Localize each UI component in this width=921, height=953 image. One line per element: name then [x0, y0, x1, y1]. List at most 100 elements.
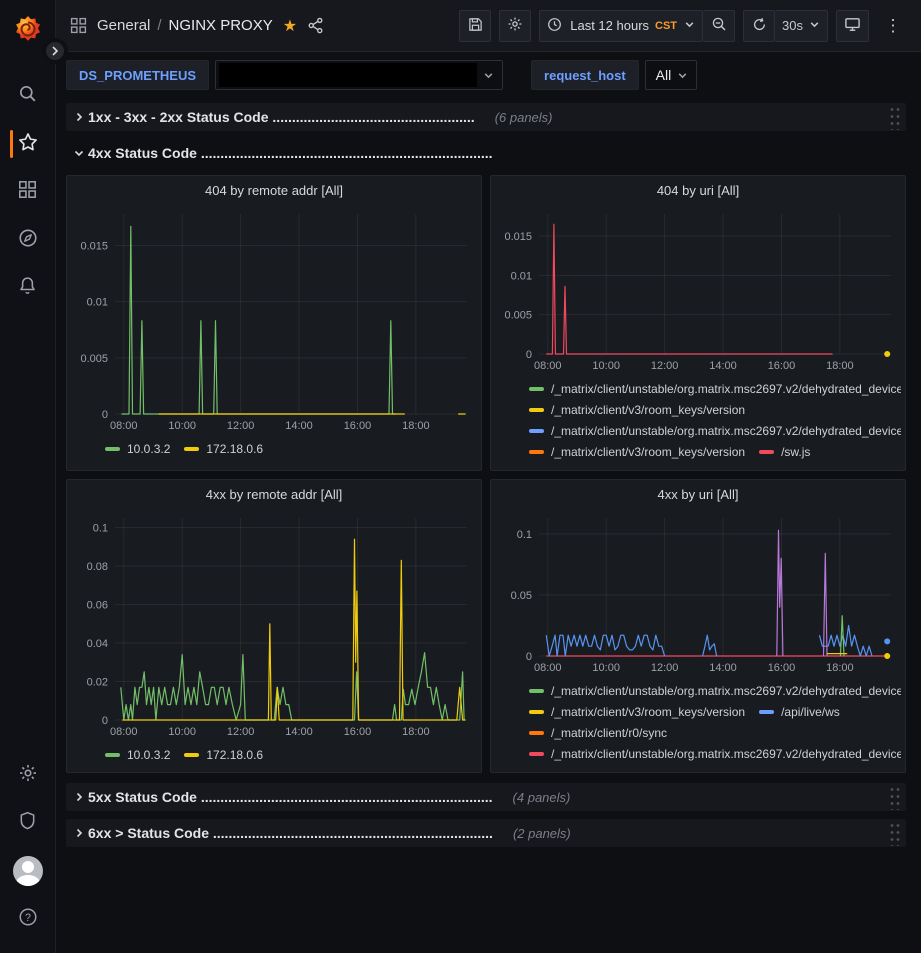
time-range-picker[interactable]: Last 12 hours CST	[539, 9, 704, 42]
legend-item[interactable]: /sw.js	[759, 441, 810, 462]
legend-item[interactable]: /_matrix/client/unstable/org.matrix.msc2…	[529, 680, 901, 701]
panel-title[interactable]: 404 by remote addr [All]	[204, 182, 344, 198]
datasource-variable-dropdown[interactable]	[215, 60, 504, 90]
svg-text:18:00: 18:00	[826, 360, 854, 372]
legend-item[interactable]: /_matrix/client/unstable/org.matrix.msc2…	[529, 378, 901, 399]
svg-text:16:00: 16:00	[768, 360, 796, 372]
row-title: 6xx > Status Code ......................…	[88, 825, 493, 841]
timeseries-chart[interactable]: 08:00 10:00 12:00 14:00 16:00 18:00 0 0.05 0.1	[495, 508, 901, 678]
legend-item[interactable]: 10.0.3.2	[105, 744, 170, 765]
panel-grid: 404 by remote addr [All] 08:00 10:00 12:00 1…	[66, 175, 906, 773]
share-icon[interactable]	[307, 17, 324, 34]
legend-label: /_matrix/client/v3/room_keys/version	[551, 704, 746, 719]
refresh-interval-picker[interactable]: 30s	[775, 9, 828, 42]
legend-item[interactable]: /_matrix/client/v3/room_keys/version	[529, 399, 745, 420]
panel-legend: /_matrix/client/unstable/org.matrix.msc2…	[495, 678, 901, 772]
sidebar-item-alerting[interactable]	[0, 264, 56, 312]
datasource-variable-value-redacted	[219, 63, 478, 87]
svg-text:10:00: 10:00	[592, 662, 620, 674]
svg-text:12:00: 12:00	[651, 662, 679, 674]
breadcrumb-folder[interactable]: General	[97, 17, 151, 34]
shield-icon	[18, 811, 37, 835]
sidebar-item-dashboards[interactable]	[0, 168, 56, 216]
zoom-out-time-button[interactable]	[703, 9, 736, 42]
legend-item[interactable]: /api/live/ws	[759, 701, 840, 722]
monitor-icon	[844, 16, 861, 36]
series-color-swatch	[529, 407, 544, 412]
favorite-star-icon[interactable]: ★	[282, 17, 298, 35]
tv-mode-button[interactable]	[836, 9, 869, 42]
chevron-down-icon	[677, 70, 688, 81]
series-color-swatch	[529, 386, 544, 391]
chevron-right-icon	[70, 112, 88, 122]
legend-item[interactable]: /_matrix/client/r0/sync	[529, 722, 667, 743]
dashboard-row-header[interactable]: 4xx Status Code ........................…	[66, 139, 906, 167]
series-color-swatch	[529, 688, 544, 693]
time-range-label: Last 12 hours	[570, 18, 650, 33]
legend-item[interactable]: 172.18.0.6	[184, 744, 263, 765]
svg-text:10:00: 10:00	[168, 420, 196, 432]
sidebar-item-starred[interactable]	[0, 120, 56, 168]
request-host-variable-dropdown[interactable]: All	[644, 60, 698, 90]
chevron-down-icon	[684, 18, 695, 33]
request-host-variable-value: All	[655, 67, 672, 83]
timeseries-chart[interactable]: 08:00 10:00 12:00 14:00 16:00 18:00 0 0.02 0.04 0…	[71, 508, 477, 742]
row-drag-handle[interactable]	[888, 784, 902, 810]
svg-text:08:00: 08:00	[110, 726, 138, 738]
svg-text:0.01: 0.01	[511, 270, 532, 282]
refresh-button[interactable]	[743, 9, 776, 42]
sidebar-expand-button[interactable]	[42, 38, 68, 64]
legend-item[interactable]: 172.18.0.6	[184, 438, 263, 459]
dashboard-settings-button[interactable]	[499, 9, 532, 42]
datasource-variable-label: DS_PROMETHEUS	[66, 60, 210, 90]
panel: 404 by remote addr [All] 08:00 10:00 12:00 1…	[66, 175, 482, 471]
svg-text:0.08: 0.08	[87, 561, 108, 573]
legend-label: /_matrix/client/v3/room_keys/version	[551, 444, 746, 459]
sidebar-bottom-group: ?	[0, 751, 56, 943]
row-panel-count: (6 panels)	[494, 109, 553, 125]
timeseries-chart[interactable]: 08:00 10:00 12:00 14:00 16:00 18:00 0 0.005 0.01…	[71, 204, 477, 436]
dashboards-grid-icon	[18, 180, 37, 204]
legend-item[interactable]: /_matrix/client/v3/room_keys/version	[529, 701, 745, 722]
sidebar-item-server-admin[interactable]	[0, 799, 56, 847]
panel-title[interactable]: 4xx by uri [All]	[657, 486, 739, 502]
row-title: 1xx - 3xx - 2xx Status Code ............…	[88, 109, 475, 125]
grafana-logo[interactable]	[13, 14, 43, 44]
kebab-menu-button[interactable]: ⋮	[884, 15, 902, 35]
chevron-down-icon	[483, 70, 494, 81]
sidebar-item-profile[interactable]	[0, 847, 56, 895]
panel-legend: 10.0.3.2 172.18.0.6	[71, 742, 477, 772]
breadcrumb-dashboard-title[interactable]: NGINX PROXY	[168, 17, 273, 34]
row-drag-handle[interactable]	[888, 104, 902, 130]
series-color-swatch	[759, 449, 775, 454]
legend-label: 10.0.3.2	[127, 441, 171, 456]
sidebar-item-explore[interactable]	[0, 216, 56, 264]
save-icon	[468, 17, 483, 35]
dashboard-row-header[interactable]: 6xx > Status Code ......................…	[66, 819, 906, 847]
svg-text:0: 0	[526, 349, 532, 361]
sidebar-item-search[interactable]	[0, 72, 56, 120]
series-color-swatch	[529, 730, 544, 735]
zoom-out-icon	[711, 16, 727, 35]
legend-item[interactable]: /_matrix/client/unstable/org.matrix.msc2…	[529, 420, 901, 441]
timeseries-chart[interactable]: 08:00 10:00 12:00 14:00 16:00 18:00 0 0.005 0.01…	[495, 204, 901, 376]
save-dashboard-button[interactable]	[459, 9, 492, 42]
row-drag-handle[interactable]	[888, 820, 902, 846]
panel-title[interactable]: 404 by uri [All]	[656, 182, 740, 198]
svg-text:18:00: 18:00	[826, 662, 854, 674]
main-area: General / NGINX PROXY ★ Last 12 hours	[56, 0, 921, 953]
dashboard-row-header[interactable]: 1xx - 3xx - 2xx Status Code ............…	[66, 103, 906, 131]
svg-text:18:00: 18:00	[402, 420, 430, 432]
dashboard-header: General / NGINX PROXY ★ Last 12 hours	[56, 0, 921, 52]
series-color-swatch	[184, 752, 200, 757]
legend-item[interactable]: 10.0.3.2	[105, 438, 170, 459]
legend-item[interactable]: /_matrix/client/v3/room_keys/version	[529, 441, 745, 462]
panel-title[interactable]: 4xx by remote addr [All]	[205, 486, 343, 502]
gear-icon	[507, 16, 523, 35]
svg-text:0: 0	[102, 409, 108, 421]
sidebar-item-help[interactable]: ?	[0, 895, 56, 943]
sidebar-item-settings[interactable]	[0, 751, 56, 799]
dashboard-row-header[interactable]: 5xx Status Code ........................…	[66, 783, 906, 811]
legend-item[interactable]: /_matrix/client/unstable/org.matrix.msc2…	[529, 743, 901, 764]
svg-text:08:00: 08:00	[534, 360, 562, 372]
